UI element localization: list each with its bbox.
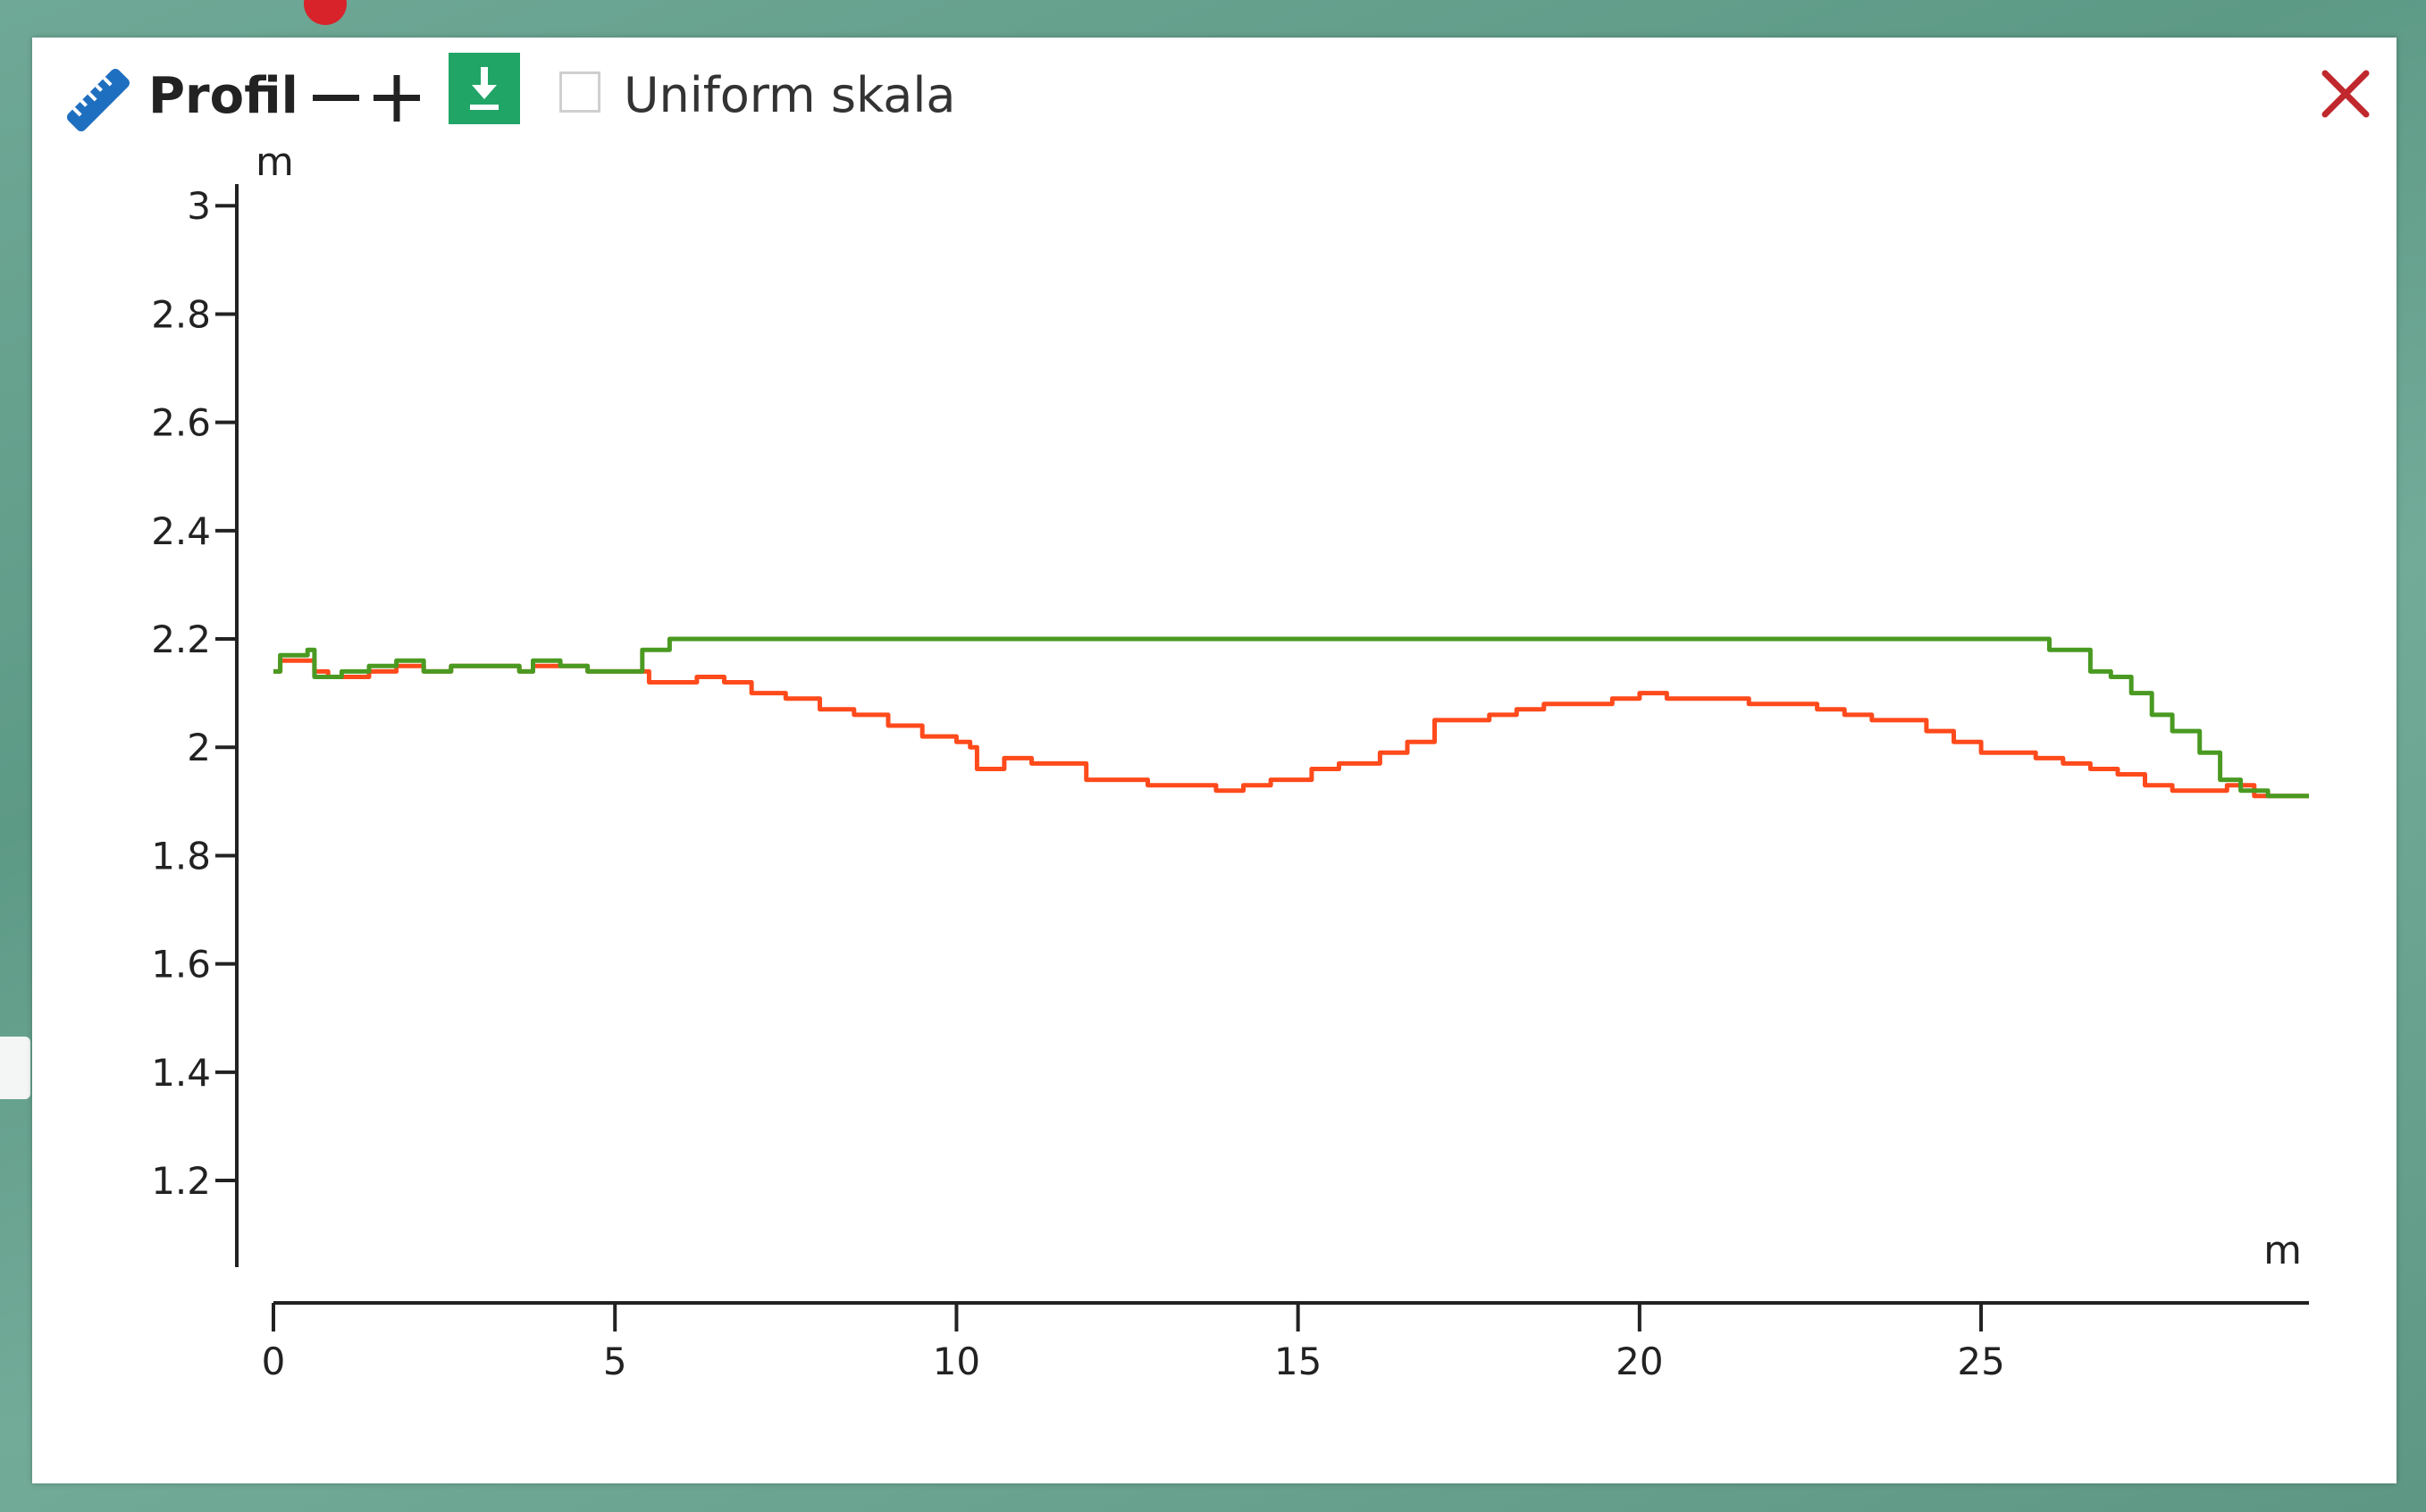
close-button[interactable] (2320, 68, 2371, 120)
uniform-scale-label[interactable]: Uniform skala (624, 67, 956, 123)
y-tick-label: 2.2 (151, 617, 211, 661)
y-axis-unit: m (256, 139, 294, 185)
y-tick-label: 2 (187, 726, 211, 769)
x-axis-ticks: 0 5 10 15 20 25 (262, 1303, 2005, 1383)
zoom-in-button[interactable] (372, 73, 422, 123)
y-tick-label: 2.8 (151, 292, 211, 336)
y-tick-label: 2.6 (151, 401, 211, 445)
y-axis-ticks: 3 2.8 2.6 2.4 2.2 2 1.8 1.6 1.4 1.2 (151, 184, 237, 1203)
map-control-edge[interactable] (0, 1037, 30, 1099)
y-tick-label: 2.4 (151, 509, 211, 553)
x-tick-label: 0 (262, 1340, 286, 1383)
y-tick-label: 1.8 (151, 834, 211, 878)
x-tick-label: 25 (1957, 1340, 2004, 1383)
surface-profile-line (273, 636, 2309, 799)
y-tick-label: 3 (187, 184, 211, 228)
elevation-profile-chart: m m 3 2.8 2.6 2.4 2.2 2 1.8 1.6 1.4 1.2 0 5 10 15 20 2… (151, 139, 2309, 1383)
download-icon (470, 67, 499, 110)
y-tick-label: 1.2 (151, 1159, 211, 1203)
close-icon (2321, 70, 2370, 118)
x-tick-label: 20 (1616, 1340, 1663, 1383)
x-tick-label: 10 (933, 1340, 980, 1383)
zoom-out-button[interactable] (311, 73, 361, 123)
minus-icon (313, 95, 359, 101)
profile-panel: Profil Uniform skala (32, 38, 2397, 1483)
profile-series (273, 636, 2309, 799)
x-tick-label: 15 (1274, 1340, 1322, 1383)
uniform-scale-checkbox[interactable] (559, 71, 600, 113)
profile-toolbar: Profil Uniform skala (32, 38, 2397, 154)
ruler-icon (67, 69, 130, 131)
y-tick-label: 1.6 (151, 943, 211, 987)
x-tick-label: 5 (603, 1340, 627, 1383)
x-axis-unit: m (2263, 1228, 2302, 1273)
terrain-profile-line (273, 658, 2309, 799)
panel-title: Profil (148, 67, 298, 125)
y-tick-label: 1.4 (151, 1051, 211, 1095)
download-button[interactable] (449, 53, 520, 124)
plus-icon (374, 75, 420, 122)
map-marker[interactable] (304, 0, 347, 25)
